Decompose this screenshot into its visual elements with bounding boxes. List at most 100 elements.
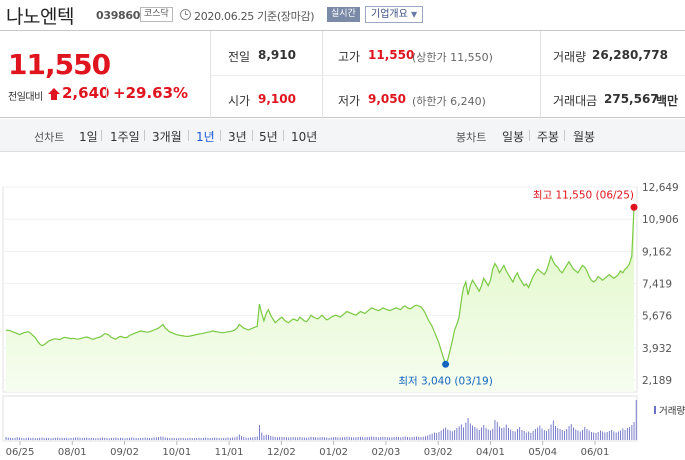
- volume-bar: [281, 436, 283, 441]
- volume-bar: [380, 437, 382, 440]
- volume-bar: [171, 437, 173, 441]
- volume-bar: [611, 430, 613, 440]
- volume-bar: [52, 438, 54, 440]
- volume-bar: [411, 437, 413, 440]
- volume-bar: [333, 437, 334, 441]
- volume-bar: [523, 431, 525, 440]
- amount-unit: 백만: [656, 94, 679, 108]
- volume-bar: [297, 437, 299, 440]
- volume-bar: [229, 437, 231, 441]
- volume-bar: [270, 436, 272, 440]
- volume-bar: [541, 428, 543, 440]
- volume-bar: [180, 437, 182, 441]
- volume-bar: [283, 437, 285, 440]
- candle-daily[interactable]: 일봉: [502, 130, 525, 144]
- volume-legend-label: 거래량: [659, 405, 685, 417]
- x-tick-label: 10/01: [162, 447, 191, 458]
- volume-bar: [194, 438, 195, 441]
- volume-bar: [373, 436, 375, 441]
- volume-bar: [635, 400, 637, 440]
- realtime-button[interactable]: 실시간: [327, 7, 360, 22]
- volume-bar: [427, 435, 429, 440]
- price-line: [5, 207, 635, 366]
- volume-bar: [263, 435, 265, 440]
- period-1w[interactable]: 1주일: [110, 130, 140, 144]
- period-3y[interactable]: 3년: [228, 130, 247, 144]
- volume-bar: [277, 437, 278, 441]
- volume-bar: [508, 428, 509, 440]
- volume-bar: [613, 431, 615, 440]
- volume-bar: [218, 438, 220, 440]
- volume-bar: [528, 431, 530, 440]
- volume-bar: [205, 437, 207, 440]
- volume-bar: [510, 429, 512, 440]
- volume-bar: [234, 437, 236, 441]
- volume-bar: [324, 437, 325, 441]
- volume-bar: [301, 437, 303, 441]
- volume-bar: [386, 437, 388, 441]
- volume-bar: [416, 436, 417, 440]
- max-point-marker: [630, 203, 638, 211]
- volume-bar: [111, 438, 112, 440]
- volume-bar: [41, 437, 43, 440]
- volume-bar: [306, 437, 307, 441]
- volume-bar: [312, 437, 314, 440]
- volume-bar: [84, 437, 85, 441]
- volume-bar: [79, 437, 81, 441]
- volume-bar: [617, 431, 619, 440]
- volume-bar: [445, 427, 447, 440]
- volume-bar: [81, 438, 83, 440]
- volume-label: 거래량: [553, 50, 587, 64]
- volume-bar: [63, 438, 65, 440]
- prev-close-label: 전일: [228, 50, 251, 64]
- volume-bar: [597, 432, 599, 440]
- volume-bar: [268, 435, 269, 440]
- prev-close-value: 8,910: [258, 48, 296, 62]
- price-summary: 11,550 전일대비 2,640 +29.63% 전일 8,910 시가 9,…: [0, 30, 685, 119]
- volume-bar: [151, 437, 153, 441]
- volume-bar: [227, 437, 229, 440]
- volume-bar: [521, 430, 523, 440]
- volume-bar: [422, 436, 424, 441]
- volume-bar: [337, 437, 339, 441]
- candle-chart-label: 봉차트: [456, 131, 487, 144]
- period-3m[interactable]: 3개월: [152, 130, 182, 144]
- volume-bar: [342, 437, 343, 441]
- volume-bar: [517, 429, 518, 440]
- volume-bar: [434, 432, 435, 440]
- volume-bar: [418, 436, 420, 441]
- volume-bar: [355, 437, 357, 441]
- volume-bar: [7, 437, 9, 440]
- volume-bar: [106, 438, 108, 440]
- volume-bar: [400, 437, 402, 441]
- chevron-down-icon: ▼: [411, 10, 418, 19]
- volume-bar: [550, 424, 552, 440]
- volume-bar: [158, 437, 159, 440]
- candle-weekly[interactable]: 주봉: [537, 130, 560, 144]
- volume-bar: [402, 436, 404, 441]
- period-bar: 선차트 1일 1주일 3개월 1년 3년 5년 10년 봉차트 일봉 주봉 월봉: [0, 119, 685, 152]
- volume-bar: [167, 437, 168, 441]
- volume-bar: [50, 438, 52, 441]
- volume-plot-area: [2, 395, 638, 442]
- period-5y[interactable]: 5년: [259, 130, 278, 144]
- volume-bar: [30, 438, 32, 440]
- min-price-label: 최저 3,040 (03/19): [398, 375, 493, 387]
- volume-bar: [631, 425, 633, 440]
- volume-bar: [512, 431, 514, 440]
- volume-bar: [584, 427, 586, 440]
- volume-bar: [357, 437, 359, 440]
- high-label: 고가: [338, 50, 361, 64]
- volume-bar: [447, 429, 449, 440]
- volume-bar: [478, 430, 480, 440]
- change-label: 전일대비: [8, 92, 43, 103]
- period-1d[interactable]: 1일: [79, 130, 98, 144]
- period-1y[interactable]: 1년: [196, 130, 215, 144]
- volume-bar: [487, 429, 489, 440]
- y-tick-label: 10,906: [642, 214, 679, 226]
- candle-monthly[interactable]: 월봉: [573, 130, 596, 144]
- x-tick-label: 11/01: [215, 447, 244, 458]
- volume-bar: [86, 437, 88, 440]
- period-10y[interactable]: 10년: [291, 130, 318, 144]
- corp-info-dropdown[interactable]: 기업개요 ▼: [365, 6, 424, 23]
